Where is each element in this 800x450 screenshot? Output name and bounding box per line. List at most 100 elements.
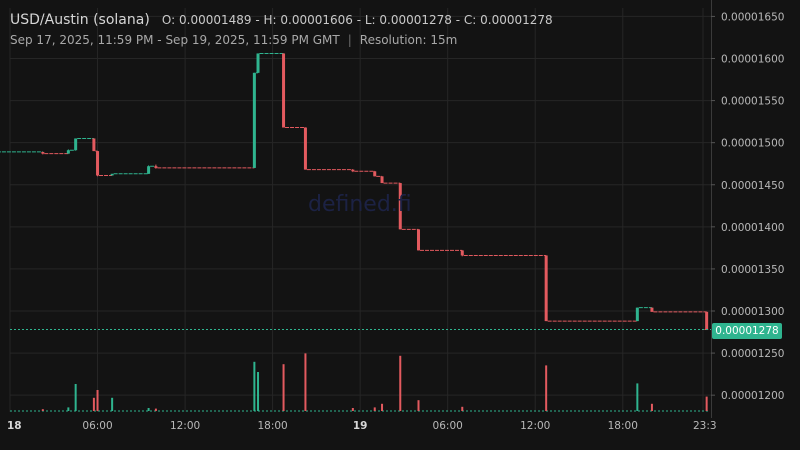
grid (9, 8, 711, 412)
volume-bar (147, 408, 150, 411)
x-tick-label: 12:00 (520, 420, 550, 432)
candle (110, 173, 149, 176)
candle-body (110, 173, 114, 176)
volume-bar (705, 396, 708, 411)
candle-body (544, 255, 548, 322)
x-tick-label: 18:00 (257, 420, 287, 432)
volume-bar (74, 384, 77, 411)
volume-bars (10, 353, 709, 412)
candle (417, 229, 463, 251)
candle (92, 138, 98, 152)
x-tick-label: 06:00 (433, 420, 463, 432)
chart-header: USD/Austin (solana) O: 0.00001489 - H: 0… (10, 12, 553, 28)
date-range: Sep 17, 2025, 11:59 PM - Sep 19, 2025, 1… (10, 33, 340, 47)
candle (373, 171, 383, 177)
volume-bar (399, 355, 402, 411)
candle (650, 307, 707, 313)
candle-body (282, 53, 286, 128)
candle-body (92, 138, 96, 152)
candle-body (380, 176, 384, 184)
x-tick-label: 19 (353, 420, 368, 432)
candle-body (256, 53, 260, 73)
candles (0, 52, 709, 331)
volume-bar (41, 409, 44, 411)
y-tick-label: 0.00001400 (721, 222, 784, 234)
pair-title: USD/Austin (solana) (10, 12, 150, 28)
candle-body (373, 171, 377, 177)
resolution-label: Resolution: 15m (359, 33, 458, 47)
candle (544, 255, 638, 322)
candle (41, 151, 69, 155)
candle-body (635, 307, 639, 322)
volume-bar (417, 400, 420, 411)
volume-bar (351, 408, 354, 411)
x-tick-label: 18:00 (608, 420, 638, 432)
volume-bar (381, 403, 384, 411)
x-tick-label: 06:00 (82, 420, 112, 432)
y-tick-label: 0.00001250 (721, 348, 784, 360)
header-separator: | (347, 33, 352, 47)
candle-body (398, 183, 402, 230)
candle-body (460, 250, 464, 256)
candle-body (74, 138, 78, 151)
watermark: defined.fi (308, 192, 412, 217)
candle-body (41, 151, 45, 154)
candle (252, 72, 259, 168)
candle-body (66, 150, 70, 154)
y-tick-label: 0.00001300 (721, 306, 784, 318)
volume-bar (253, 361, 256, 411)
volume-bar (67, 407, 70, 411)
candle (96, 151, 113, 177)
candle-body (303, 127, 307, 170)
volume-bar (111, 397, 114, 411)
volume-bar (96, 390, 99, 411)
y-tick-label: 0.00001600 (721, 54, 784, 66)
axes: 0.00001200 0.00001250 0.00001300 0.00001350… (7, 0, 784, 432)
candle (460, 250, 547, 257)
y-tick-label: 0.00001450 (721, 180, 784, 192)
volume-bar (257, 372, 260, 411)
candle (303, 127, 353, 171)
candle (635, 307, 652, 322)
candle (66, 149, 76, 154)
volume-bar (304, 353, 307, 411)
volume-bar (461, 406, 464, 411)
candle (704, 311, 709, 331)
y-tick-label: 0.00001500 (721, 138, 784, 150)
x-tick-label: 23:3 (693, 420, 717, 432)
volume-bar (282, 364, 285, 411)
y-tick-label: 0.00001550 (721, 96, 784, 108)
y-tick-label: 0.00001650 (721, 11, 784, 23)
candle-body (147, 166, 151, 174)
volume-bar (92, 397, 95, 411)
candle-body (417, 229, 421, 251)
volume-bar (650, 403, 653, 411)
candle (154, 164, 255, 169)
candle (74, 137, 94, 151)
candle-body (252, 72, 256, 168)
candle (380, 176, 401, 184)
volume-bar (373, 407, 376, 411)
chart-subheader: Sep 17, 2025, 11:59 PM - Sep 19, 2025, 1… (10, 33, 457, 47)
volume-bar (545, 365, 548, 411)
x-tick-label: 12:00 (170, 420, 200, 432)
candle-body (351, 169, 355, 172)
y-tick-label: 0.00001200 (721, 390, 784, 402)
ohlc-readout: O: 0.00001489 - H: 0.00001606 - L: 0.000… (161, 13, 553, 27)
candle-body (154, 166, 158, 168)
candle-body (705, 311, 709, 330)
candle (147, 165, 156, 174)
y-tick-label: 0.00001350 (721, 264, 784, 276)
last-price-badge: 0.00001278 (712, 323, 782, 339)
volume-bar (636, 383, 639, 411)
candle-body (96, 151, 100, 176)
candle (398, 183, 419, 230)
candle (282, 53, 306, 129)
candle (0, 151, 43, 153)
candle-body (650, 307, 654, 312)
x-tick-label: 18 (7, 420, 22, 432)
candle (351, 169, 375, 173)
candle (256, 52, 284, 73)
